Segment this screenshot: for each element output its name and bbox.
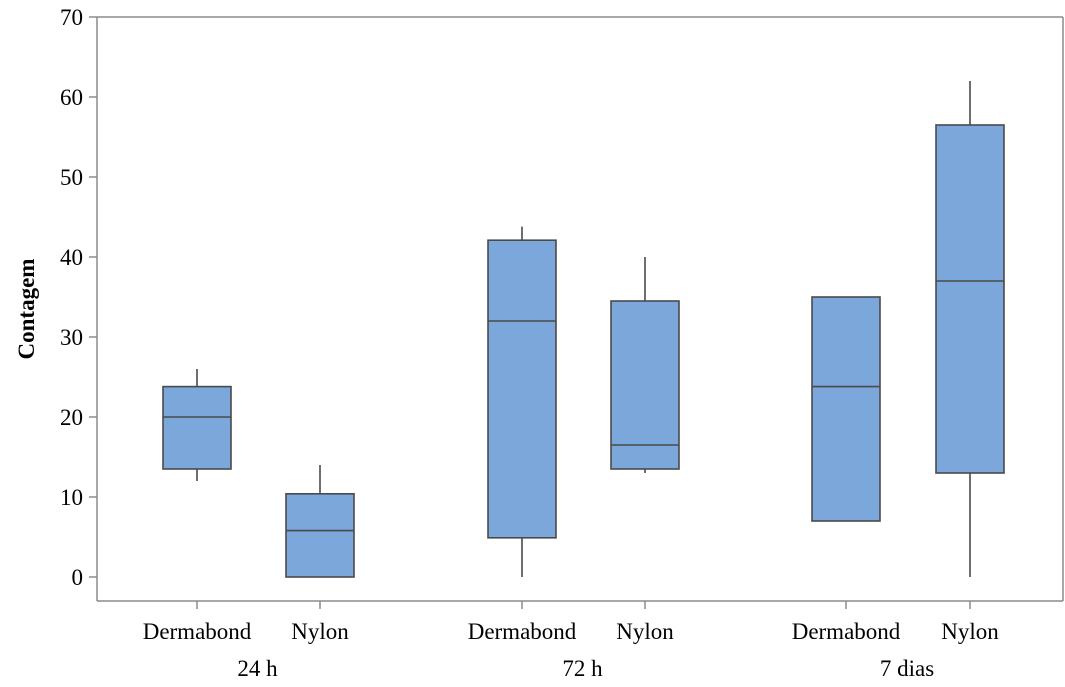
- category-label: Nylon: [291, 619, 349, 644]
- box-0-0: [162, 369, 232, 481]
- box-iqr: [285, 492, 355, 578]
- y-tick-label: 60: [60, 85, 83, 110]
- box-iqr: [811, 296, 881, 522]
- box-iqr: [935, 124, 1005, 474]
- y-tick-label: 70: [60, 5, 83, 30]
- category-label: Dermabond: [143, 619, 252, 644]
- box-iqr: [610, 300, 680, 470]
- group-label: 72 h: [562, 656, 603, 681]
- box-2-1: [935, 81, 1005, 577]
- box-iqr: [162, 385, 232, 470]
- y-axis-ticks: 0 10 20 30 40 50 60 70: [60, 5, 97, 590]
- y-tick-label: 40: [60, 245, 83, 270]
- category-label: Nylon: [616, 619, 674, 644]
- category-label: Dermabond: [468, 619, 577, 644]
- category-label: Dermabond: [792, 619, 901, 644]
- group-label: 24 h: [237, 656, 278, 681]
- box-iqr: [487, 239, 557, 539]
- box-1-1: [610, 257, 680, 473]
- box-1-0: [487, 226, 557, 577]
- plot-frame: [96, 16, 1064, 602]
- box-2-0: [811, 296, 881, 522]
- y-tick-label: 50: [60, 165, 83, 190]
- box-0-1: [285, 465, 355, 578]
- y-tick-label: 30: [60, 325, 83, 350]
- category-label: Nylon: [941, 619, 999, 644]
- x-axis-labels: Dermabond Nylon 24 h Dermabond Nylon 72 h Derm…: [143, 601, 999, 681]
- y-tick-label: 20: [60, 405, 83, 430]
- y-axis-title: Contagem: [14, 259, 39, 360]
- y-tick-label: 10: [60, 485, 83, 510]
- group-label: 7 dias: [880, 656, 934, 681]
- y-tick-label: 0: [72, 565, 84, 590]
- box-series: [162, 81, 1005, 578]
